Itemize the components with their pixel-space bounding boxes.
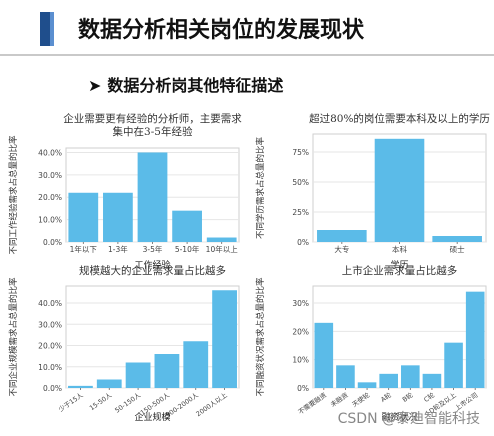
company-size-y-tick-label: 30.0%: [38, 320, 62, 329]
company-size-bar: [125, 362, 151, 388]
company-size-x-tick-label: 15-50人: [88, 391, 114, 412]
experience-x-axis-label: 工作经验: [134, 259, 170, 271]
chart-company-size: 规模越大的企业需求量占比越多 0.0% 10.0% 20.0% 30.0% 40.0% 不同…: [4, 264, 247, 424]
financing-y-axis-label: 不同融资状况需求占总量的比率: [255, 277, 266, 397]
financing-bar: [314, 322, 334, 388]
financing-x-tick-label: B轮: [400, 390, 415, 404]
experience-bar: [206, 237, 237, 242]
company-size-bar: [96, 379, 122, 388]
arrow-icon: ➤: [88, 76, 102, 95]
experience-x-tick-label: 10年以上: [206, 244, 239, 254]
experience-title-line: 企业需要更有经验的分析师，主要需求: [63, 112, 242, 125]
company-size-y-tick-label: 10.0%: [38, 363, 62, 372]
page-title: 数据分析相关岗位的发展现状: [78, 17, 365, 43]
chart-experience: 企业需要更有经验的分析师，主要需求 集中在3-5年经验 0.0% 10.0% 20.0%…: [4, 112, 247, 272]
education-bar: [374, 138, 425, 242]
financing-y-tick-label: 30%: [292, 299, 309, 308]
education-y-tick-label: 50%: [292, 178, 309, 187]
chart-company-size-svg: 规模越大的企业需求量占比越多 0.0% 10.0% 20.0% 30.0% 40.0% 不同…: [8, 264, 240, 423]
financing-bar: [357, 382, 377, 388]
financing-x-axis-label: 融资状况: [381, 411, 417, 423]
financing-x-tick-label: A轮: [379, 390, 394, 404]
experience-bar: [103, 192, 133, 242]
section-heading-text: 数据分析岗其他特征描述: [107, 76, 284, 95]
financing-bar: [444, 342, 463, 388]
experience-x-tick-label: 5-10年: [175, 244, 200, 254]
experience-title-line: 集中在3-5年经验: [113, 125, 193, 138]
education-y-tick-label: 75%: [292, 148, 309, 157]
company-size-bar: [183, 341, 209, 388]
header-divider: [0, 54, 494, 56]
chart-financing: 上市企业需求量占比越多 0% 10% 20% 30% 不同融资状况需求占总量的比率不需要融…: [251, 264, 494, 424]
company-size-bar: [212, 290, 237, 388]
financing-x-tick-label: 不需要融资: [296, 390, 328, 416]
financing-x-tick-label: 天使轮: [350, 390, 372, 409]
chart-financing-svg: 上市企业需求量占比越多 0% 10% 20% 30% 不同融资状况需求占总量的比率不需要融…: [255, 264, 487, 423]
company-size-x-axis-label: 企业规模: [134, 411, 170, 423]
financing-x-tick-label: C轮: [422, 390, 437, 404]
company-size-title-line: 规模越大的企业需求量占比越多: [79, 264, 226, 277]
company-size-y-tick-label: 40.0%: [38, 299, 62, 308]
financing-y-tick-label: 10%: [292, 356, 309, 365]
experience-y-tick-label: 30.0%: [38, 171, 62, 180]
education-title-line: 超过80%的岗位需要本科及以上的学历: [309, 112, 490, 125]
education-y-tick-label: 25%: [292, 208, 309, 217]
experience-x-tick-label: 1年以下: [70, 244, 98, 254]
experience-y-tick-label: 0.0%: [43, 238, 62, 247]
experience-bar: [137, 152, 168, 242]
education-bar: [317, 230, 367, 242]
slide-header: 数据分析相关岗位的发展现状: [0, 0, 494, 58]
experience-y-tick-label: 20.0%: [38, 193, 62, 202]
chart-education-svg: 超过80%的岗位需要本科及以上的学历 0% 25% 50% 75% 不同学历需求占总量的比…: [255, 112, 490, 271]
education-x-tick-label: 硕士: [450, 244, 465, 254]
chart-education: 超过80%的岗位需要本科及以上的学历 0% 25% 50% 75% 不同学历需求占总量的比…: [251, 112, 494, 272]
financing-y-tick-label: 20%: [292, 327, 309, 336]
education-x-tick-label: 本科: [392, 244, 407, 254]
financing-bar: [422, 373, 442, 388]
financing-title-line: 上市企业需求量占比越多: [342, 264, 458, 277]
company-size-bar: [154, 354, 180, 388]
financing-bar: [465, 291, 485, 388]
company-size-y-tick-label: 20.0%: [38, 342, 62, 351]
education-x-axis-label: 学历: [390, 259, 408, 271]
education-x-tick-label: 大专: [334, 244, 349, 254]
watermark: CSDN @泰迪智能科技: [337, 411, 480, 427]
experience-y-tick-label: 10.0%: [38, 216, 62, 225]
financing-bar: [336, 365, 355, 388]
education-bar: [432, 236, 482, 242]
company-size-y-tick-label: 0.0%: [43, 384, 62, 393]
experience-y-tick-label: 40.0%: [38, 148, 62, 157]
company-size-bar: [68, 385, 93, 388]
financing-bar: [379, 373, 398, 388]
experience-x-tick-label: 1-3年: [108, 244, 128, 254]
financing-bar: [401, 365, 420, 388]
financing-y-tick-label: 0%: [297, 384, 309, 393]
section-heading: ➤ 数据分析岗其他特征描述: [88, 72, 283, 96]
company-size-x-tick-label: 2000人以上: [194, 390, 229, 418]
experience-x-tick-label: 3-5年: [143, 244, 163, 254]
company-size-y-axis-label: 不同企业规模需求占总量的比率: [8, 277, 19, 397]
financing-x-tick-label: 未融资: [328, 390, 350, 409]
experience-bar: [172, 210, 202, 242]
experience-y-axis-label: 不同工作经验需求占总量的比率: [8, 135, 19, 255]
company-size-x-tick-label: 少于15人: [57, 391, 85, 414]
experience-bar: [68, 192, 99, 242]
header-accent-bar-light: [50, 12, 54, 46]
education-y-axis-label: 不同学历需求占总量的比率: [255, 137, 266, 240]
education-y-tick-label: 0%: [297, 238, 309, 247]
header-accent-bar: [40, 12, 50, 46]
